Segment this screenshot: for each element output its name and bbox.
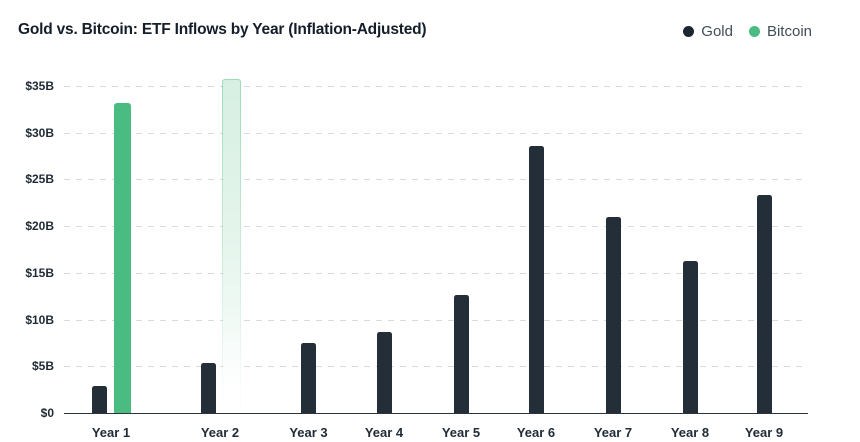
gridline-10b [64,319,808,321]
y-tick-label: $5B [31,359,54,374]
legend-item-bitcoin[interactable]: Bitcoin [748,23,812,40]
bar-gold-year-8[interactable] [682,260,698,413]
bar-bitcoin-year-1[interactable] [114,102,132,413]
bar-bitcoin-year-2-projected[interactable] [222,79,242,413]
gridline-20b [64,226,808,228]
y-tick-label: $0 [40,406,54,420]
ghost-bar-fill [223,80,241,413]
x-tick-label-year-5: Year 5 [441,425,481,440]
x-tick-label-year-3: Year 3 [289,425,328,440]
bar-gold-year-6[interactable] [528,145,544,413]
legend: Gold Bitcoin [683,23,812,40]
x-tick-label-year-8: Year 8 [670,425,710,440]
gridline-5b [64,366,808,368]
bar-gold-year-3[interactable] [301,342,316,413]
x-tick-label-year-1: Year 1 [91,425,131,440]
y-tick-label: $20B [25,219,54,234]
gridline-35b [64,86,808,87]
x-tick-label-year-4: Year 4 [364,425,404,440]
gridline-25b [64,179,808,181]
bar-gold-year-5[interactable] [453,295,469,413]
legend-label-gold: Gold [701,23,733,40]
legend-item-gold[interactable]: Gold [683,23,733,40]
chart-title: Gold vs. Bitcoin: ETF Inflows by Year (I… [18,21,427,38]
legend-label-bitcoin: Bitcoin [766,23,812,40]
gridline-30b [64,132,808,134]
gold-legend-dot-icon [683,26,695,37]
gridline-15b [64,272,808,274]
bar-gold-year-4[interactable] [376,331,392,413]
x-tick-label-year-9: Year 9 [744,425,784,440]
x-tick-label-year-7: Year 7 [593,425,633,440]
x-axis-line [64,412,808,414]
y-tick-label: $25B [25,172,54,187]
bitcoin-legend-dot-icon [748,26,760,37]
plot-area: $35B $30B $25B $20B $15B $10B $5B $0 Year 1 Year … [25,79,808,440]
y-tick-label: $35B [25,79,54,93]
y-tick-label: $30B [25,125,54,140]
bar-gold-year-9[interactable] [756,195,772,413]
x-tick-label-year-2: Year 2 [200,425,240,440]
y-tick-label: $10B [25,312,54,327]
y-tick-label: $15B [25,265,54,280]
x-tick-label-year-6: Year 6 [516,425,556,440]
bar-gold-year-1[interactable] [91,385,107,413]
bar-gold-year-2[interactable] [200,362,216,413]
bar-gold-year-7[interactable] [605,216,621,413]
